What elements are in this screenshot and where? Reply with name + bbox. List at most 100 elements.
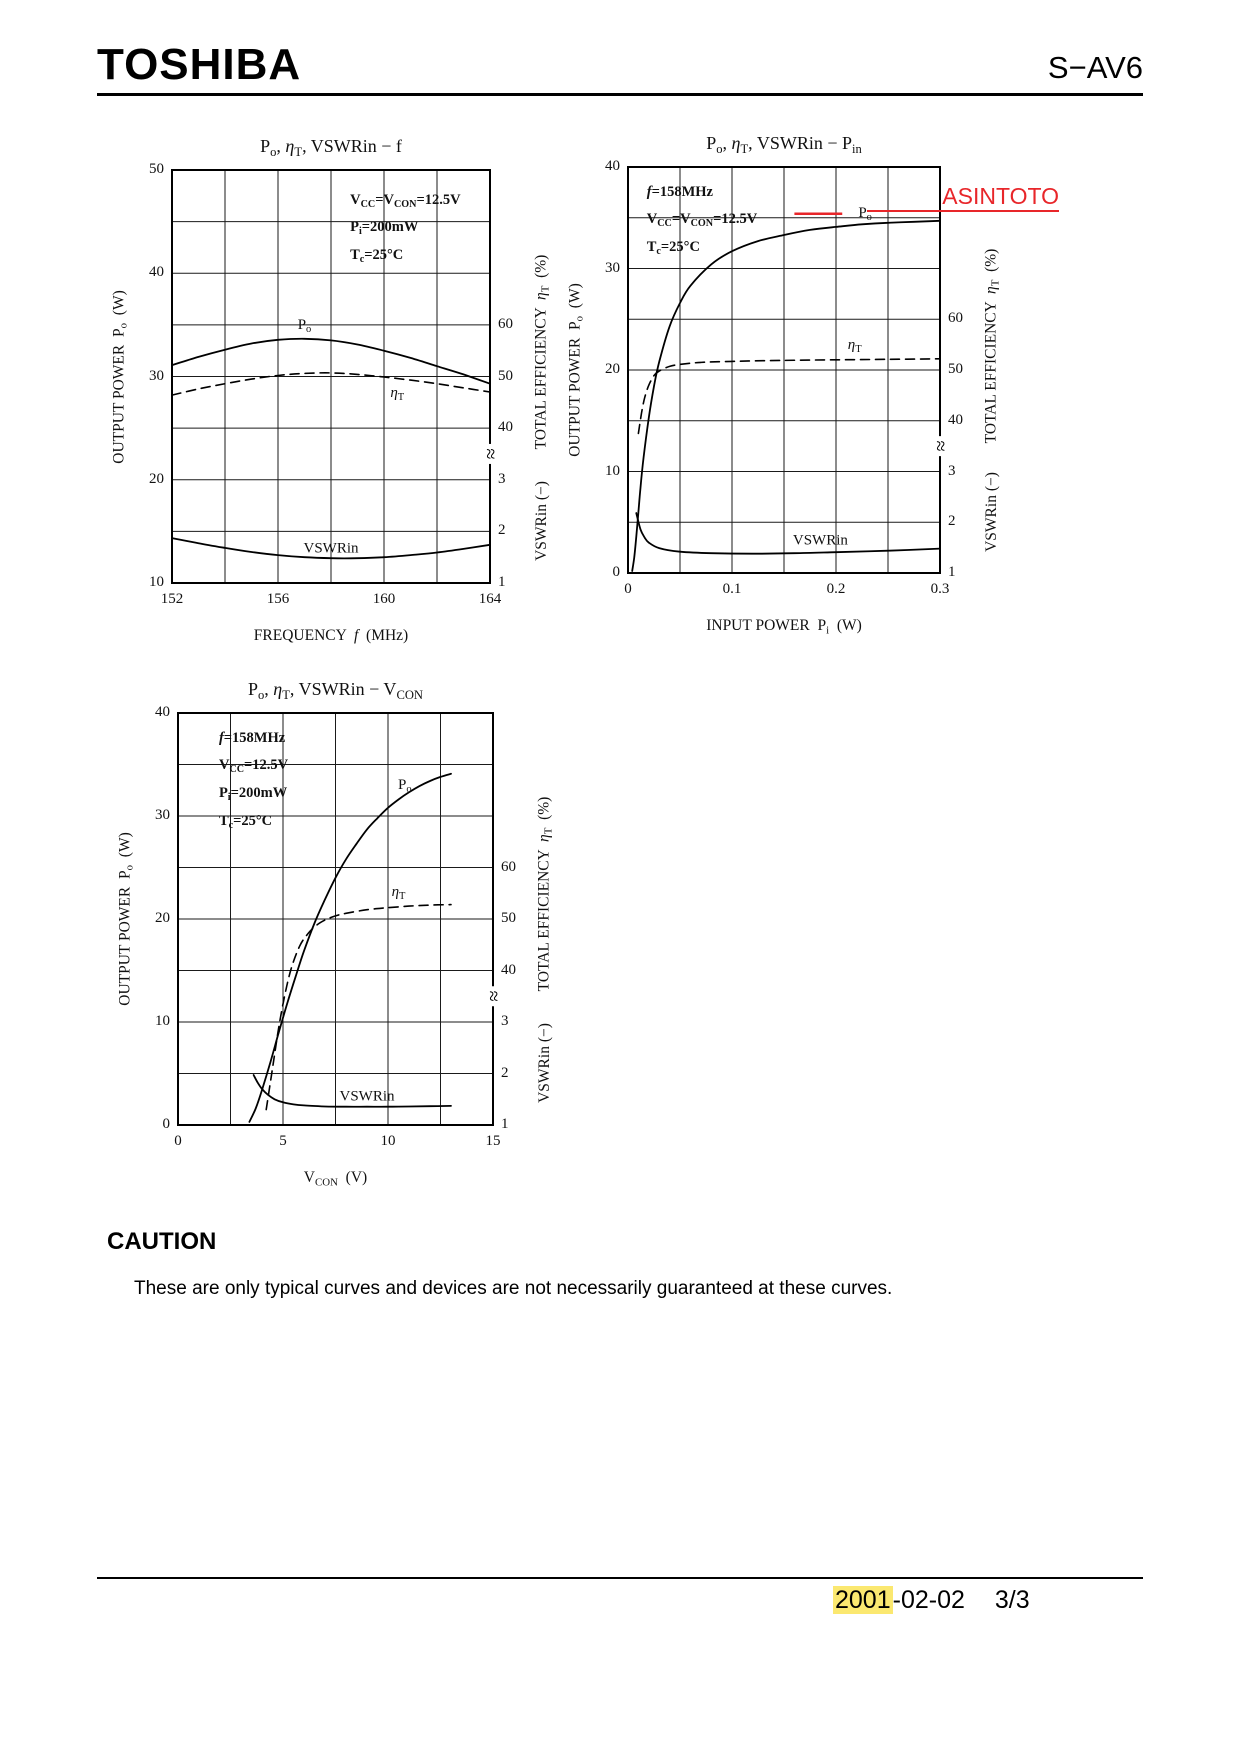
text-fragment: =200mW — [361, 219, 419, 236]
right-axis-label-vswr: VSWRin (−) — [983, 472, 1001, 552]
curve-etaT — [265, 903, 452, 1111]
chart-title: Po, ηT, VSWRin − f — [260, 136, 402, 160]
y-tick-label: 40 — [155, 704, 170, 720]
caution-text: These are only typical curves and device… — [134, 1278, 893, 1299]
right-tick-label: 3 — [501, 1013, 509, 1029]
right-tick-label: 3 — [948, 462, 956, 479]
text-fragment: (%) — [982, 248, 1000, 280]
curve-VSWRin — [635, 512, 941, 555]
chart-canvas: ≈ — [627, 166, 951, 574]
text-fragment: (W) — [566, 283, 584, 316]
text-fragment: TOTAL EFFICIENCY — [535, 842, 553, 992]
text-fragment: TOTAL EFFICIENCY — [982, 293, 1000, 443]
text-fragment: o — [716, 141, 723, 156]
text-fragment: o — [257, 687, 265, 702]
text-fragment: CC — [657, 218, 672, 230]
test-conditions: f=158MHz VCC=12.5V Pi=200mW Tc=25°C — [219, 725, 288, 835]
curve-VSWRin — [171, 537, 491, 560]
text-fragment: η — [391, 884, 400, 901]
text-fragment: , VSWRin − V — [289, 679, 397, 699]
chart-po-eff-vswr-vs-input-power: ≈ Po, ηT, VSWRin − Pin 0 10 20 30 40 0 0.1 0.2 0.3… — [558, 128, 1063, 643]
text-fragment: η — [535, 834, 553, 843]
text-fragment: =25°C — [660, 238, 700, 255]
text-fragment: INPUT POWER P — [706, 617, 827, 634]
text-fragment: , — [722, 133, 732, 153]
text-fragment: η — [273, 679, 283, 699]
text-fragment: VSWRin — [339, 1088, 395, 1105]
y-tick-label: 30 — [155, 807, 170, 823]
right-tick-label: 1 — [498, 574, 506, 590]
right-axis-label-vswr: VSWRin (−) — [536, 1023, 554, 1103]
text-fragment: (W) — [110, 289, 128, 323]
right-tick-label: 60 — [498, 315, 513, 332]
right-tick-label: 50 — [948, 361, 963, 377]
text-fragment: f — [646, 184, 652, 201]
x-tick-label: 156 — [266, 591, 290, 607]
text-fragment: (W) — [116, 832, 134, 865]
text-fragment: CC — [360, 198, 376, 210]
text-fragment: T — [397, 392, 405, 404]
text-fragment: CON — [315, 1176, 338, 1189]
text-fragment: η — [390, 384, 398, 401]
right-tick-label: 40 — [498, 419, 513, 436]
text-fragment: (W) — [829, 617, 862, 634]
text-fragment: V — [680, 210, 691, 227]
text-fragment: η — [847, 336, 856, 353]
text-fragment: T — [855, 343, 862, 355]
curve-label-VSWRin: VSWRin — [793, 532, 848, 549]
y-tick-label: 20 — [149, 470, 164, 487]
text-fragment: =12.5V — [713, 210, 758, 227]
text-fragment: o — [406, 784, 412, 796]
text-fragment: = — [671, 210, 681, 227]
x-axis-label: FREQUENCY f (MHz) — [254, 627, 408, 645]
text-fragment: CON — [393, 198, 417, 210]
text-fragment: =25°C — [364, 247, 404, 264]
text-fragment: (%) — [535, 796, 553, 828]
y-tick-label: 50 — [149, 161, 164, 177]
footer-date: 2001-02-02 — [833, 1586, 965, 1614]
text-fragment: f — [218, 730, 224, 747]
text-fragment: T — [350, 247, 360, 264]
text-fragment: P — [297, 316, 307, 333]
text-fragment: i — [227, 792, 231, 804]
condition-line: VCC=VCON=12.5V — [350, 187, 460, 215]
text-fragment: P — [398, 777, 407, 794]
text-fragment: P — [706, 133, 717, 153]
text-fragment: o — [573, 315, 586, 322]
text-fragment: P — [218, 784, 228, 801]
text-fragment: OUTPUT POWER P — [110, 327, 128, 464]
curve-Po — [631, 219, 941, 572]
test-conditions: VCC=VCON=12.5V Pi=200mW Tc=25°C — [350, 187, 460, 270]
right-tick-label: 2 — [948, 513, 956, 530]
text-fragment: =12.5V — [244, 757, 289, 774]
text-fragment: VSWRin — [303, 540, 359, 557]
text-fragment: P — [858, 204, 867, 221]
text-fragment: i — [826, 624, 830, 637]
toshiba-logo: TOSHIBA — [97, 40, 302, 89]
axis-break-mark: ≈ — [929, 441, 951, 452]
curve-label-etaT: ηT — [848, 337, 862, 355]
curve-label-Po: Po — [398, 777, 412, 795]
footer-date-rest: -02-02 — [892, 1586, 965, 1614]
x-tick-label: 5 — [279, 1133, 287, 1149]
curve-Po — [171, 337, 491, 385]
asintoto-text: ASINTOTO — [942, 183, 1059, 209]
condition-line: Pi=200mW — [219, 780, 288, 808]
text-fragment: T — [542, 827, 555, 835]
text-fragment: , VSWRin − f — [302, 136, 402, 156]
text-fragment: η — [285, 136, 295, 156]
text-fragment: T — [989, 279, 1002, 286]
y-tick-label: 40 — [605, 158, 620, 174]
plot-frame — [177, 712, 494, 1126]
axis-break-mask — [484, 443, 496, 464]
curve-label-Po: Po — [298, 317, 312, 335]
right-tick-label: 60 — [501, 858, 516, 875]
x-axis-label: INPUT POWER Pi (W) — [706, 617, 862, 636]
footer-rule — [97, 1577, 1143, 1579]
y-tick-label: 30 — [605, 259, 620, 276]
x-tick-label: 0.2 — [826, 581, 846, 597]
text-fragment: η — [532, 292, 550, 300]
footer-date-highlight: 2001 — [833, 1586, 893, 1614]
condition-line: VCC=VCON=12.5V — [647, 206, 757, 234]
